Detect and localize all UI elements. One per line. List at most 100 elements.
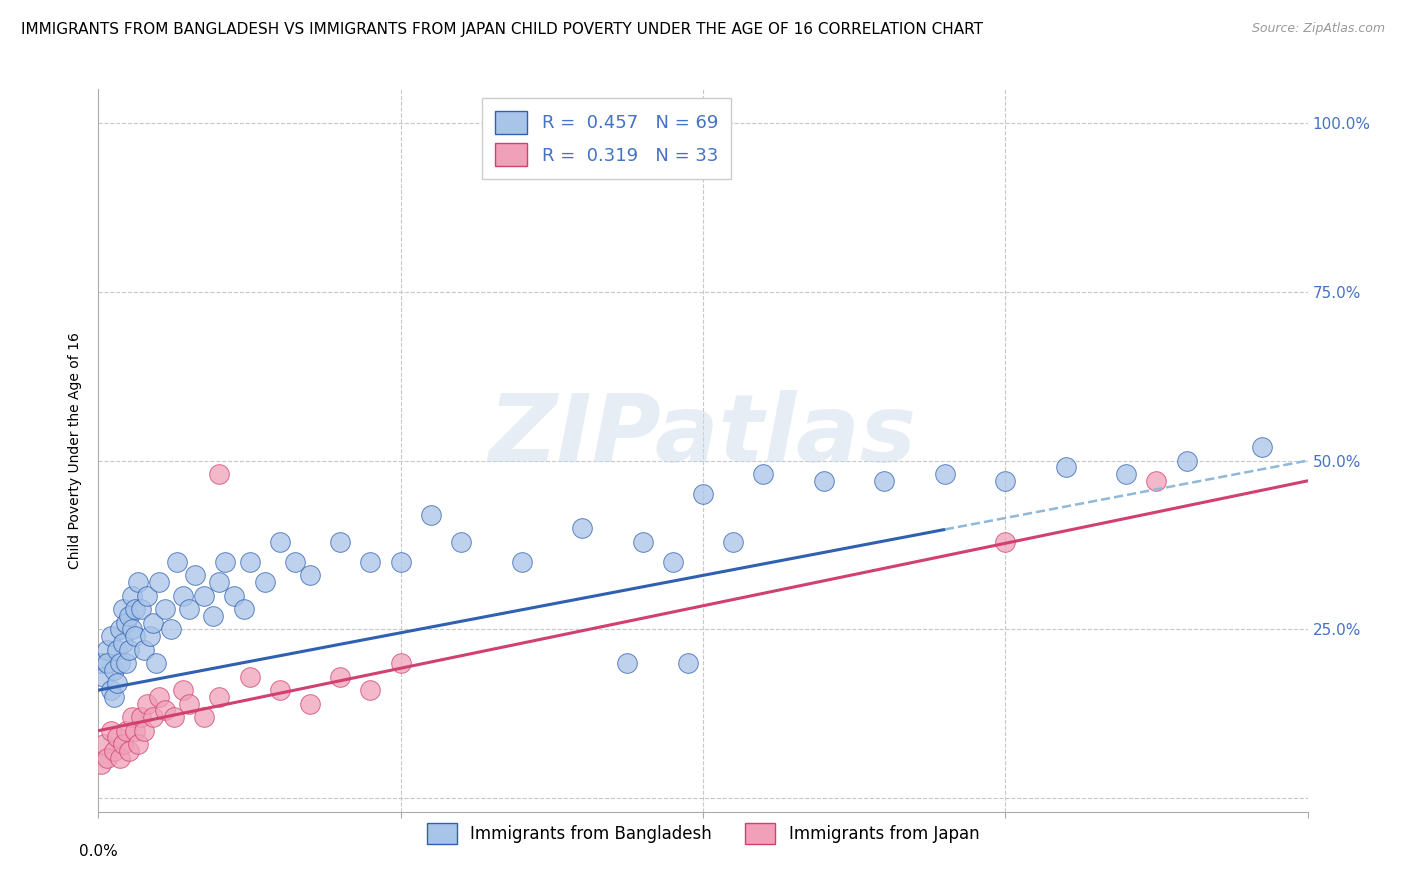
Point: [232, 602, 254, 616]
Point: [129, 710, 152, 724]
Point: [269, 534, 291, 549]
Point: [111, 602, 134, 616]
Point: [121, 589, 143, 603]
Point: [193, 710, 215, 724]
Legend: Immigrants from Bangladesh, Immigrants from Japan: Immigrants from Bangladesh, Immigrants f…: [416, 813, 990, 854]
Point: [1144, 474, 1167, 488]
Point: [239, 670, 262, 684]
Point: [873, 474, 896, 488]
Point: [934, 467, 956, 481]
Point: [96, 642, 118, 657]
Point: [450, 534, 472, 549]
Point: [90, 757, 112, 772]
Point: [114, 723, 136, 738]
Text: IMMIGRANTS FROM BANGLADESH VS IMMIGRANTS FROM JAPAN CHILD POVERTY UNDER THE AGE : IMMIGRANTS FROM BANGLADESH VS IMMIGRANTS…: [21, 22, 983, 37]
Point: [93, 737, 115, 751]
Point: [114, 615, 136, 630]
Point: [253, 575, 276, 590]
Point: [148, 575, 170, 590]
Point: [208, 690, 231, 704]
Point: [184, 568, 207, 582]
Point: [389, 656, 412, 670]
Point: [124, 602, 146, 616]
Point: [994, 474, 1017, 488]
Point: [90, 656, 112, 670]
Point: [127, 737, 149, 751]
Point: [124, 629, 146, 643]
Point: [752, 467, 775, 481]
Point: [202, 608, 225, 623]
Point: [172, 589, 194, 603]
Point: [284, 555, 307, 569]
Point: [299, 568, 322, 582]
Point: [108, 623, 131, 637]
Point: [127, 575, 149, 590]
Point: [214, 555, 236, 569]
Point: [571, 521, 593, 535]
Point: [148, 690, 170, 704]
Point: [166, 555, 188, 569]
Point: [132, 723, 155, 738]
Point: [172, 683, 194, 698]
Point: [661, 555, 683, 569]
Point: [299, 697, 322, 711]
Point: [96, 656, 118, 670]
Point: [676, 656, 699, 670]
Point: [142, 710, 165, 724]
Point: [1175, 453, 1198, 467]
Point: [142, 615, 165, 630]
Point: [1251, 440, 1274, 454]
Point: [723, 534, 745, 549]
Point: [93, 670, 115, 684]
Point: [132, 642, 155, 657]
Text: ZIPatlas: ZIPatlas: [489, 390, 917, 482]
Point: [160, 623, 183, 637]
Point: [208, 467, 231, 481]
Point: [139, 629, 162, 643]
Point: [103, 690, 125, 704]
Point: [145, 656, 167, 670]
Point: [1054, 460, 1077, 475]
Text: Source: ZipAtlas.com: Source: ZipAtlas.com: [1251, 22, 1385, 36]
Point: [616, 656, 638, 670]
Point: [121, 710, 143, 724]
Point: [108, 656, 131, 670]
Point: [100, 683, 122, 698]
Point: [105, 642, 128, 657]
Point: [360, 555, 382, 569]
Point: [510, 555, 533, 569]
Point: [692, 487, 714, 501]
Point: [153, 602, 176, 616]
Point: [135, 697, 157, 711]
Point: [111, 737, 134, 751]
Point: [329, 670, 352, 684]
Point: [100, 723, 122, 738]
Point: [224, 589, 246, 603]
Point: [1115, 467, 1137, 481]
Point: [208, 575, 231, 590]
Point: [118, 608, 141, 623]
Point: [179, 602, 201, 616]
Point: [129, 602, 152, 616]
Point: [105, 731, 128, 745]
Point: [994, 534, 1017, 549]
Point: [329, 534, 352, 549]
Point: [153, 703, 176, 717]
Point: [111, 636, 134, 650]
Point: [103, 744, 125, 758]
Point: [121, 623, 143, 637]
Point: [360, 683, 382, 698]
Point: [389, 555, 412, 569]
Point: [135, 589, 157, 603]
Point: [420, 508, 443, 522]
Point: [813, 474, 835, 488]
Y-axis label: Child Poverty Under the Age of 16: Child Poverty Under the Age of 16: [69, 332, 83, 569]
Point: [105, 676, 128, 690]
Point: [96, 750, 118, 764]
Point: [100, 629, 122, 643]
Point: [108, 750, 131, 764]
Point: [631, 534, 654, 549]
Point: [179, 697, 201, 711]
Text: 0.0%: 0.0%: [79, 844, 118, 859]
Point: [118, 642, 141, 657]
